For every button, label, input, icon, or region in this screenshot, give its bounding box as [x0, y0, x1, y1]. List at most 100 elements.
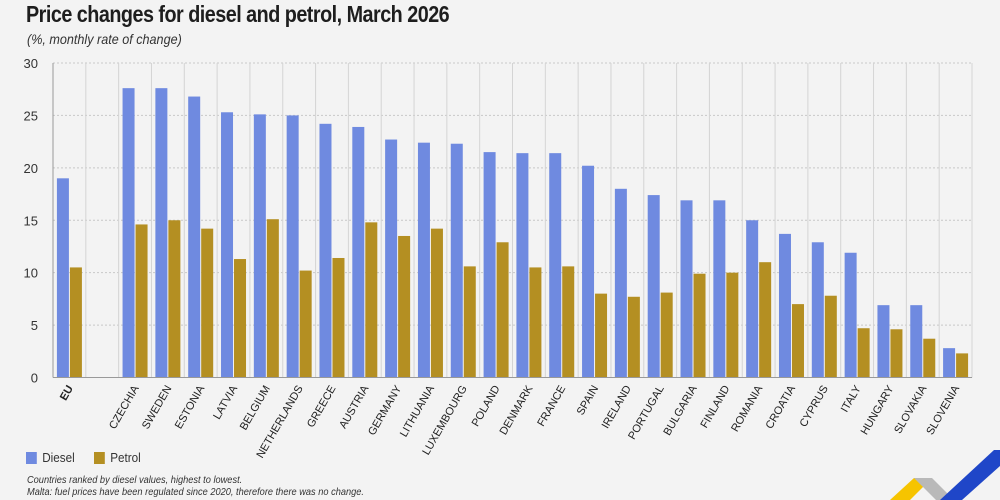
legend-label-petrol: Petrol — [110, 450, 141, 465]
x-tick-label: SLOVAKIA — [892, 383, 930, 436]
bar-diesel-spain — [582, 165, 595, 378]
x-tick-label: EU — [58, 383, 76, 402]
x-tick-label: POLAND — [470, 383, 503, 428]
footnotes: Countries ranked by diesel values, highe… — [27, 474, 364, 498]
bar-petrol-luxembourg — [463, 266, 476, 378]
y-tick-label: 5 — [31, 318, 38, 333]
bar-petrol-austria — [365, 222, 378, 378]
bar-diesel-slovakia — [910, 305, 923, 378]
bar-diesel-greece — [319, 123, 332, 378]
x-tick-label: DENMARK — [498, 383, 536, 437]
bar-petrol-denmark — [529, 267, 542, 378]
bar-diesel-poland — [483, 152, 496, 378]
legend-swatch-petrol — [94, 451, 105, 464]
y-tick-label: 30 — [24, 56, 38, 71]
bar-diesel-latvia — [221, 112, 234, 378]
x-tick-label: SLOVENIA — [924, 383, 962, 437]
bar-diesel-lithuania — [417, 142, 430, 378]
bar-diesel-luxembourg — [450, 143, 463, 378]
y-tick-label: 20 — [24, 161, 38, 176]
bar-petrol-finland — [726, 272, 739, 378]
legend-item-diesel: Diesel — [26, 450, 75, 465]
x-tick-label: GERMANY — [366, 383, 405, 438]
bar-diesel-germany — [385, 139, 398, 378]
bars — [56, 88, 969, 378]
y-tick-label: 10 — [24, 266, 38, 281]
x-tick-label: AUSTRIA — [337, 383, 372, 431]
legend-swatch-diesel — [26, 451, 37, 464]
y-axis-ticks: 0 5 10 15 20 25 30 — [24, 56, 38, 386]
x-tick-label: CROATIA — [764, 383, 799, 431]
x-tick-label: GREECE — [305, 384, 339, 430]
bar-diesel-france — [549, 153, 562, 378]
axes — [52, 63, 972, 378]
x-tick-label: BELGIUM — [238, 384, 273, 433]
bar-petrol-ireland — [627, 296, 640, 378]
bar-petrol-belgium — [266, 219, 279, 378]
y-tick-label: 25 — [24, 108, 38, 123]
footnote-ranking: Countries ranked by diesel values, highe… — [27, 474, 243, 486]
bar-petrol-bulgaria — [693, 273, 706, 378]
bar-petrol-cyprus — [824, 295, 837, 378]
x-tick-label: CYPRUS — [798, 384, 831, 430]
bar-petrol-portugal — [660, 292, 673, 378]
bar-diesel-austria — [352, 126, 365, 378]
eurostat-logo-icon — [890, 450, 1000, 500]
bar-diesel-croatia — [778, 233, 791, 378]
bar-diesel-portugal — [647, 195, 660, 378]
x-tick-label: IRELAND — [600, 383, 634, 430]
bar-petrol-hungary — [890, 329, 903, 378]
bar-petrol-netherlands — [299, 270, 312, 378]
bar-petrol-slovakia — [923, 338, 936, 378]
bar-diesel-eu — [56, 178, 69, 378]
bar-diesel-finland — [713, 200, 726, 378]
bar-petrol-romania — [759, 262, 772, 378]
chart-title: Price changes for diesel and petrol, Mar… — [26, 1, 450, 27]
bar-petrol-spain — [595, 293, 608, 378]
bar-petrol-greece — [332, 257, 345, 378]
bar-petrol-estonia — [201, 228, 214, 378]
bar-petrol-poland — [496, 242, 509, 378]
x-tick-label: FRANCE — [535, 384, 568, 429]
legend-item-petrol: Petrol — [94, 450, 141, 465]
bar-diesel-slovenia — [943, 348, 956, 378]
y-tick-label: 0 — [31, 371, 38, 386]
bar-petrol-germany — [398, 235, 411, 378]
bar-petrol-czechia — [135, 224, 148, 378]
bar-petrol-eu — [69, 267, 82, 378]
bar-diesel-sweden — [155, 88, 168, 378]
bar-petrol-italy — [857, 328, 870, 378]
bar-diesel-netherlands — [286, 115, 299, 378]
x-tick-label: LATVIA — [211, 383, 240, 422]
bar-diesel-czechia — [122, 88, 135, 378]
y-tick-label: 15 — [24, 213, 38, 228]
x-tick-label: CZECHIA — [107, 383, 142, 431]
bar-petrol-sweden — [168, 220, 181, 378]
x-tick-label: ESTONIA — [173, 383, 208, 431]
x-tick-label: HUNGARY — [859, 383, 897, 437]
bar-diesel-italy — [844, 252, 857, 378]
bar-diesel-romania — [746, 220, 759, 378]
bar-petrol-lithuania — [430, 228, 443, 378]
x-tick-label: BULGARIA — [661, 383, 700, 438]
bar-diesel-denmark — [516, 153, 529, 378]
chart-subtitle: (%, monthly rate of change) — [27, 31, 182, 47]
x-tick-label: ROMANIA — [729, 383, 765, 434]
bar-diesel-hungary — [877, 305, 890, 378]
legend-label-diesel: Diesel — [42, 450, 75, 465]
x-tick-label: SPAIN — [575, 383, 602, 417]
bar-diesel-bulgaria — [680, 200, 693, 378]
x-tick-label: FINLAND — [699, 383, 733, 430]
bar-petrol-france — [562, 266, 575, 378]
bar-petrol-croatia — [791, 304, 804, 378]
bar-petrol-latvia — [234, 259, 247, 378]
bar-diesel-ireland — [614, 188, 627, 378]
legend: Diesel Petrol — [26, 450, 160, 465]
bar-petrol-slovenia — [956, 353, 969, 378]
footnote-malta: Malta: fuel prices have been regulated s… — [27, 486, 364, 498]
bar-diesel-cyprus — [811, 242, 824, 378]
bar-diesel-belgium — [253, 114, 266, 378]
bar-diesel-estonia — [188, 96, 201, 378]
